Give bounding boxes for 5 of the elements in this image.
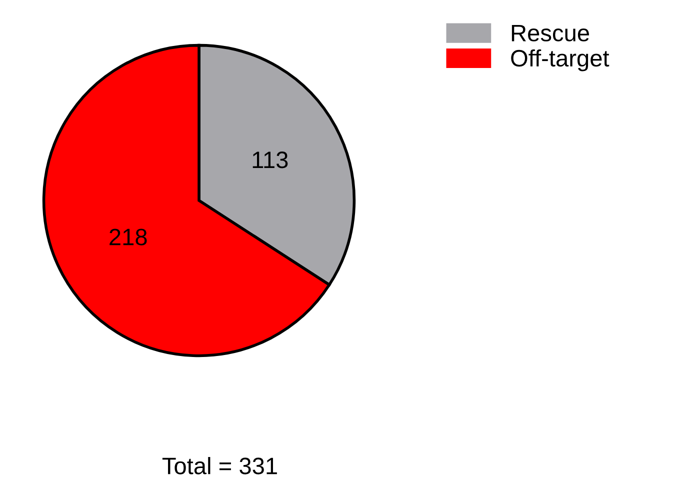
legend-label: Off-target bbox=[511, 49, 610, 72]
data-label: 113 bbox=[252, 152, 288, 168]
legend-label: Rescue bbox=[512, 24, 590, 42]
text: Total = 331 bbox=[162, 456, 277, 474]
data-label: 218 bbox=[110, 228, 147, 246]
